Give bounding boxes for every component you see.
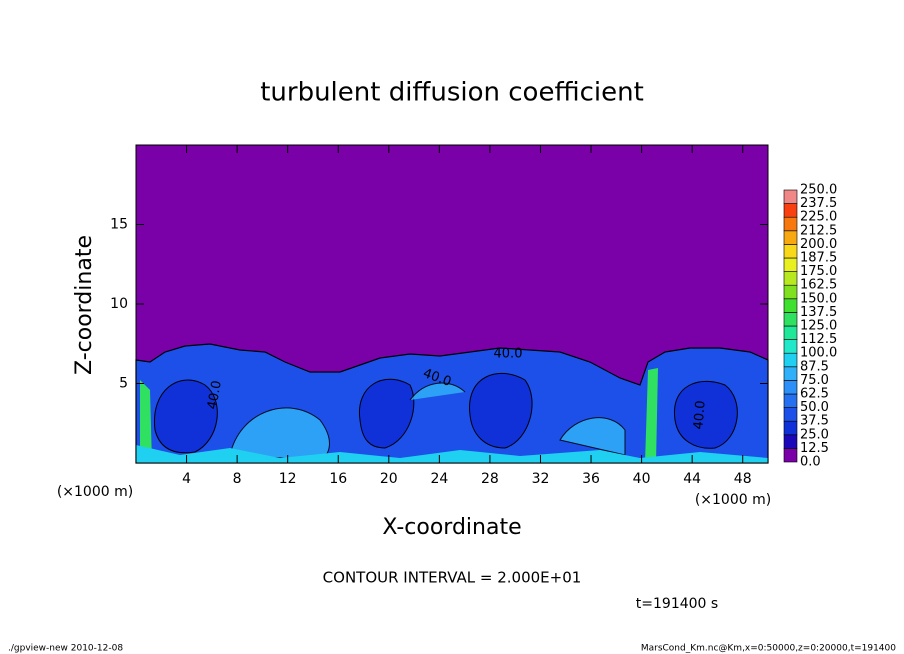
y-tick-label: 5 bbox=[119, 376, 128, 392]
colorbar-label: 25.0 bbox=[800, 427, 829, 442]
x-tick-label: 8 bbox=[233, 471, 242, 487]
x-tick-label: 16 bbox=[329, 471, 347, 487]
axis-unit-label: (×1000 m) bbox=[695, 492, 771, 508]
axis-unit-label: (×1000 m) bbox=[57, 484, 133, 500]
colorbar-cell bbox=[783, 325, 798, 340]
x-axis-label: X-coordinate bbox=[382, 515, 521, 540]
time-label: t=191400 s bbox=[636, 596, 718, 612]
contour-label: 40.0 bbox=[691, 400, 708, 430]
colorbar-label: 100.0 bbox=[800, 346, 837, 361]
colorbar-cell bbox=[783, 216, 798, 232]
y-tick-label: 15 bbox=[110, 217, 128, 233]
x-tick-label: 20 bbox=[380, 471, 398, 487]
colorbar-label: 187.5 bbox=[800, 251, 837, 266]
colorbar-cell bbox=[783, 434, 798, 449]
x-tick-label: 4 bbox=[182, 471, 191, 487]
field-region bbox=[135, 343, 769, 464]
colorbar-cell bbox=[783, 312, 798, 327]
colorbar-label: 37.5 bbox=[800, 414, 829, 429]
colorbar-label: 212.5 bbox=[800, 223, 837, 238]
colorbar-cell bbox=[783, 352, 798, 368]
colorbar-label: 237.5 bbox=[800, 196, 837, 211]
colorbar-cell bbox=[783, 257, 798, 272]
field-region bbox=[153, 372, 738, 454]
footer-left: ./gpview-new 2010-12-08 bbox=[8, 644, 123, 654]
colorbar-cell bbox=[783, 380, 798, 395]
colorbar-label: 150.0 bbox=[800, 291, 837, 306]
colorbar-label: 87.5 bbox=[800, 359, 829, 374]
field-region bbox=[136, 445, 768, 463]
colorbar-label: 225.0 bbox=[800, 210, 837, 225]
x-tick-label: 24 bbox=[430, 471, 448, 487]
colorbar-cell bbox=[783, 244, 798, 259]
colorbar-label: 12.5 bbox=[800, 441, 829, 456]
colorbar-label: 137.5 bbox=[800, 305, 837, 320]
colorbar-label: 125.0 bbox=[800, 319, 837, 334]
contour-label: 40.0 bbox=[494, 347, 523, 362]
colorbar-label: 175.0 bbox=[800, 264, 837, 279]
contour-label: 40.0 bbox=[205, 379, 225, 410]
colorbar-label: 162.5 bbox=[800, 278, 837, 293]
x-tick-label: 32 bbox=[532, 471, 550, 487]
x-tick-label: 48 bbox=[734, 471, 752, 487]
footer-right: MarsCond_Km.nc@Km,x=0:50000,z=0:20000,t=… bbox=[641, 644, 896, 654]
x-tick-label: 36 bbox=[582, 471, 600, 487]
colorbar-cell bbox=[783, 420, 798, 436]
colorbar-cell bbox=[783, 230, 798, 245]
x-tick-label: 12 bbox=[279, 471, 297, 487]
colorbar-label: 50.0 bbox=[800, 400, 829, 415]
colorbar-label: 200.0 bbox=[800, 237, 837, 252]
colorbar-cell bbox=[783, 366, 798, 381]
colorbar-label: 0.0 bbox=[800, 455, 821, 470]
colorbar-label: 75.0 bbox=[800, 373, 829, 388]
colorbar-cell bbox=[783, 284, 798, 300]
y-axis-label: Z-coordinate bbox=[72, 235, 97, 375]
colorbar-cell bbox=[783, 271, 798, 286]
colorbar-cell bbox=[783, 407, 798, 422]
colorbar-cell bbox=[783, 448, 798, 463]
colorbar-label: 250.0 bbox=[800, 183, 837, 198]
chart-title: turbulent diffusion coefficient bbox=[260, 78, 644, 108]
colorbar-label: 62.5 bbox=[800, 387, 829, 402]
colorbar-label: 112.5 bbox=[800, 332, 837, 347]
annotation: CONTOUR INTERVAL = 2.000E+01 bbox=[323, 569, 582, 587]
colorbar-cell bbox=[783, 298, 798, 313]
colorbar-cell bbox=[783, 339, 798, 354]
colorbar-cell bbox=[783, 203, 798, 218]
y-tick-label: 10 bbox=[110, 296, 128, 312]
x-tick-label: 40 bbox=[633, 471, 651, 487]
colorbar-cell bbox=[783, 393, 798, 408]
x-tick-label: 44 bbox=[683, 471, 701, 487]
x-tick-label: 28 bbox=[481, 471, 499, 487]
colorbar-cell bbox=[783, 189, 798, 204]
field bbox=[135, 144, 769, 464]
